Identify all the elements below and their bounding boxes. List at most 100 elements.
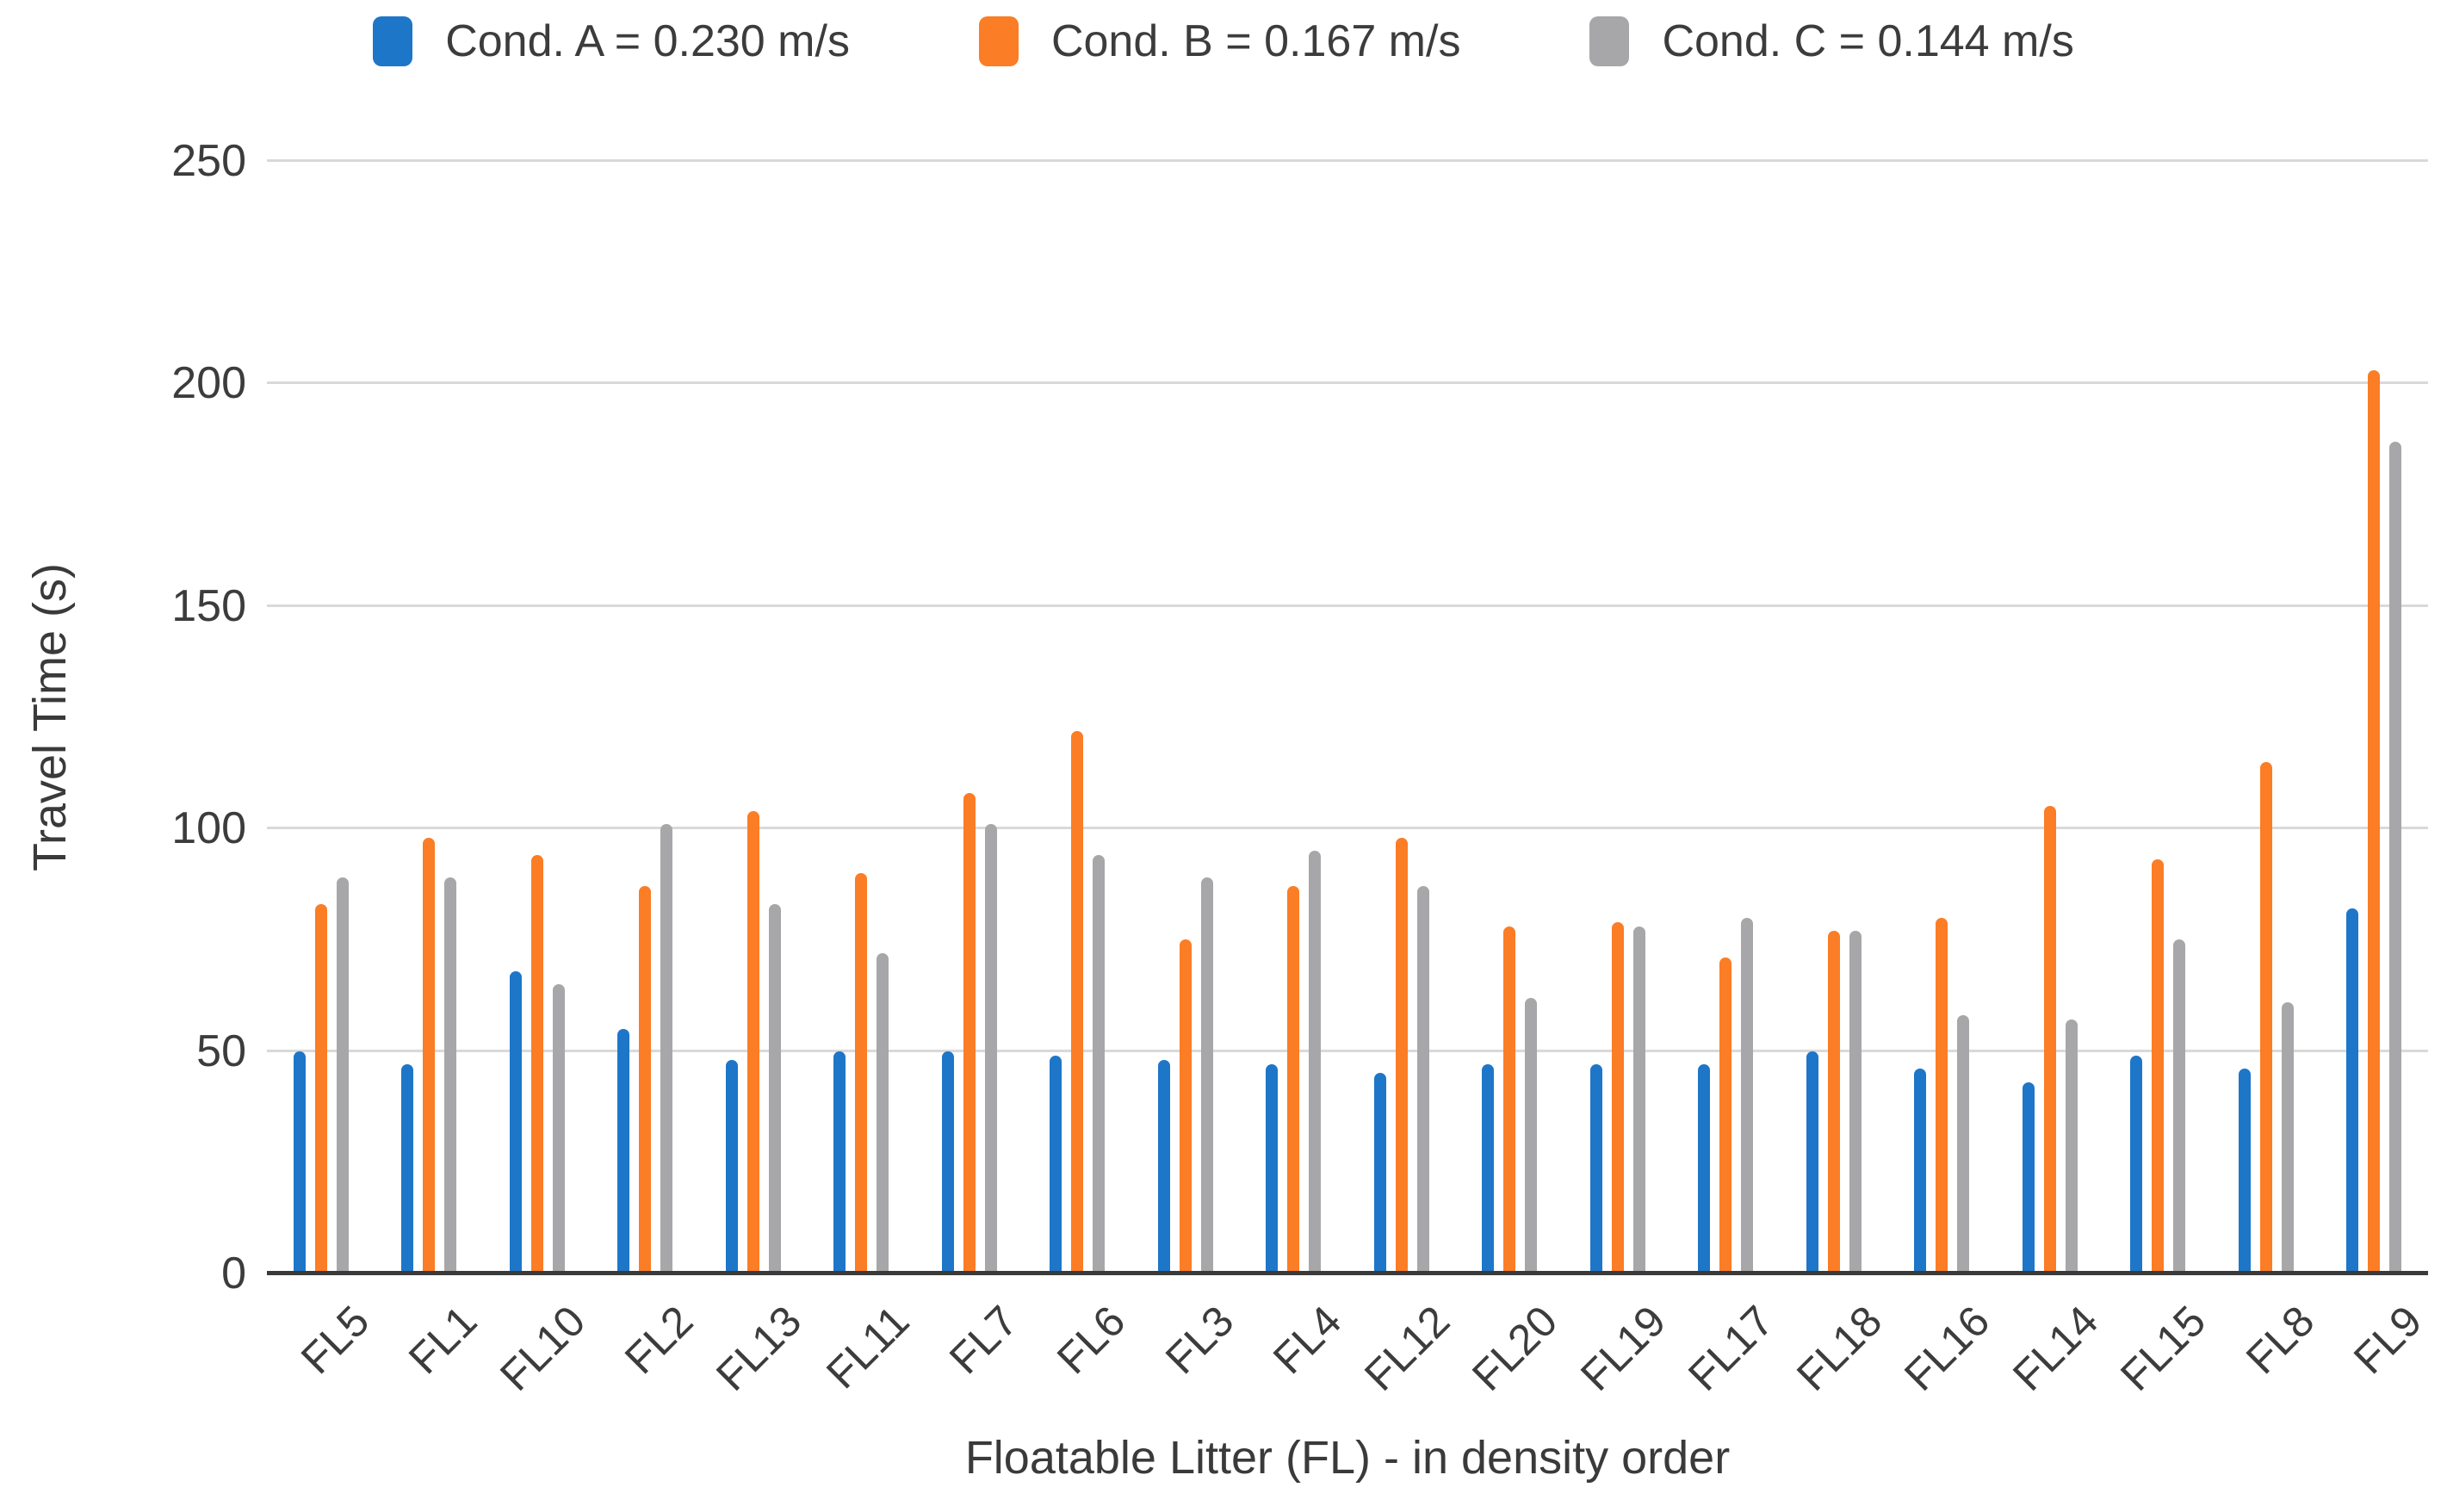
bar-fl20-a[interactable] [1482,1064,1495,1273]
bar-group-fl2: FL2 [592,161,703,1383]
bar-fl8-b[interactable] [2259,761,2272,1273]
bar-fl7-a[interactable] [941,1050,954,1273]
bar-fl3-b[interactable] [1179,939,1192,1273]
bar-fl17-b[interactable] [1719,957,1732,1273]
bar-fl12-a[interactable] [1373,1073,1386,1273]
bar-group-fl5: FL5 [267,161,378,1383]
bar-fl19-a[interactable] [1589,1064,1602,1273]
bar-fl1-c[interactable] [444,877,457,1273]
bar-fl14-a[interactable] [2022,1081,2035,1273]
bar-fl18-b[interactable] [1827,931,1840,1273]
bar-fl18-a[interactable] [1806,1050,1818,1273]
x-tick-label: FL12 [1354,1296,1459,1400]
bar-fl12-b[interactable] [1395,837,1408,1273]
bar-group-fl7: FL7 [915,161,1026,1383]
bar-fl10-a[interactable] [509,970,522,1273]
bar-fl17-c[interactable] [1741,917,1754,1273]
x-tick-label: FL4 [1264,1296,1351,1384]
bar-fl5-b[interactable] [314,904,327,1273]
bar-fl5-a[interactable] [293,1050,306,1273]
bar-group-fl14: FL14 [1996,161,2107,1400]
legend-label: Cond. B = 0.167 m/s [1050,16,1461,66]
bar-fl13-a[interactable] [725,1059,738,1273]
x-tick-label: FL9 [2345,1296,2432,1384]
bar-fl14-b[interactable] [2043,806,2056,1273]
bar-fl9-b[interactable] [2368,369,2381,1273]
bar-fl3-a[interactable] [1157,1059,1170,1273]
bar-fl6-a[interactable] [1050,1055,1062,1273]
bar-fl16-b[interactable] [1936,917,1948,1273]
bar-fl15-a[interactable] [2130,1055,2143,1273]
x-tick-label: FL11 [816,1296,919,1398]
x-tick-label: FL3 [1155,1296,1243,1384]
bar-fl8-c[interactable] [2281,1001,2294,1273]
bar-fl12-c[interactable] [1416,886,1429,1273]
y-tick-label: 100 [171,803,246,854]
bar-group-fl20: FL20 [1456,161,1567,1400]
bar-group-fl19: FL19 [1564,161,1675,1400]
bar-fl20-c[interactable] [1525,997,1538,1273]
bar-fl2-c[interactable] [660,824,673,1273]
bar-fl11-c[interactable] [877,952,889,1273]
bar-fl13-c[interactable] [768,904,781,1273]
bar-fl9-c[interactable] [2389,441,2402,1273]
x-tick-label: FL6 [1048,1296,1135,1384]
y-tick-label: 0 [221,1249,246,1298]
gridline [267,604,2428,607]
bar-fl10-c[interactable] [552,984,565,1273]
bar-fl1-a[interactable] [401,1064,414,1273]
bar-fl14-c[interactable] [2065,1019,2078,1273]
x-axis-line [267,1271,2428,1275]
x-tick-label: FL10 [490,1296,595,1400]
bar-fl5-c[interactable] [336,877,349,1273]
chart-legend: Cond. A = 0.230 m/s Cond. B = 0.167 m/s Co… [0,15,2447,67]
bar-group-fl3: FL3 [1131,161,1242,1383]
bar-fl19-c[interactable] [1632,926,1645,1273]
legend-swatch-icon [978,16,1019,66]
plot-area: FL5 FL1 FL10 FL2 FL13 FL11 FL7 FL6 FL3 FL4 FL12 FL2… [267,159,2432,1400]
gridline [267,159,2428,162]
x-tick-label: FL15 [2111,1296,2215,1400]
legend-item-3[interactable]: Cond. C = 0.144 m/s [1589,15,2074,67]
x-axis-title: Floatable Litter (FL) - in density order [964,1432,1731,1484]
bar-fl4-b[interactable] [1287,886,1300,1273]
bar-fl11-b[interactable] [855,872,868,1273]
x-tick-label: FL18 [1787,1296,1892,1400]
bar-fl8-a[interactable] [2238,1069,2251,1273]
bar-fl19-b[interactable] [1611,921,1624,1273]
bar-fl2-a[interactable] [617,1028,630,1273]
bar-fl9-a[interactable] [2346,908,2359,1273]
bar-fl7-b[interactable] [963,792,976,1273]
bar-group-fl12: FL12 [1347,161,1459,1400]
x-tick-label: FL20 [1463,1296,1567,1400]
bar-fl18-c[interactable] [1849,931,1862,1273]
legend-label: Cond. A = 0.230 m/s [445,16,850,66]
bar-fl10-b[interactable] [530,855,543,1273]
bar-fl1-b[interactable] [423,837,436,1273]
legend-swatch-icon [1589,16,1630,66]
bar-fl2-b[interactable] [639,886,652,1273]
bar-group-fl4: FL4 [1240,161,1351,1383]
gridline [267,1049,2428,1052]
bar-fl16-a[interactable] [1914,1069,1927,1273]
legend-item-1[interactable]: Cond. A = 0.230 m/s [373,15,850,67]
bar-fl4-c[interactable] [1309,851,1322,1273]
bar-fl3-c[interactable] [1200,877,1213,1273]
bar-fl20-b[interactable] [1503,926,1516,1273]
bar-fl13-b[interactable] [746,810,759,1273]
legend-label: Cond. C = 0.144 m/s [1662,16,2074,66]
bar-fl4-a[interactable] [1266,1064,1279,1273]
bar-fl15-c[interactable] [2173,939,2186,1273]
bar-fl15-b[interactable] [2152,859,2165,1273]
bar-fl16-c[interactable] [1957,1015,1970,1273]
bar-group-fl8: FL8 [2212,161,2323,1383]
bar-fl6-b[interactable] [1071,730,1084,1273]
bar-fl17-a[interactable] [1698,1064,1711,1273]
legend-item-2[interactable]: Cond. B = 0.167 m/s [978,15,1461,67]
bar-fl7-c[interactable] [984,824,997,1273]
x-tick-label: FL2 [616,1296,703,1384]
bar-fl6-c[interactable] [1093,855,1106,1273]
bar-fl11-a[interactable] [833,1050,846,1273]
x-tick-label: FL14 [2003,1296,2108,1400]
